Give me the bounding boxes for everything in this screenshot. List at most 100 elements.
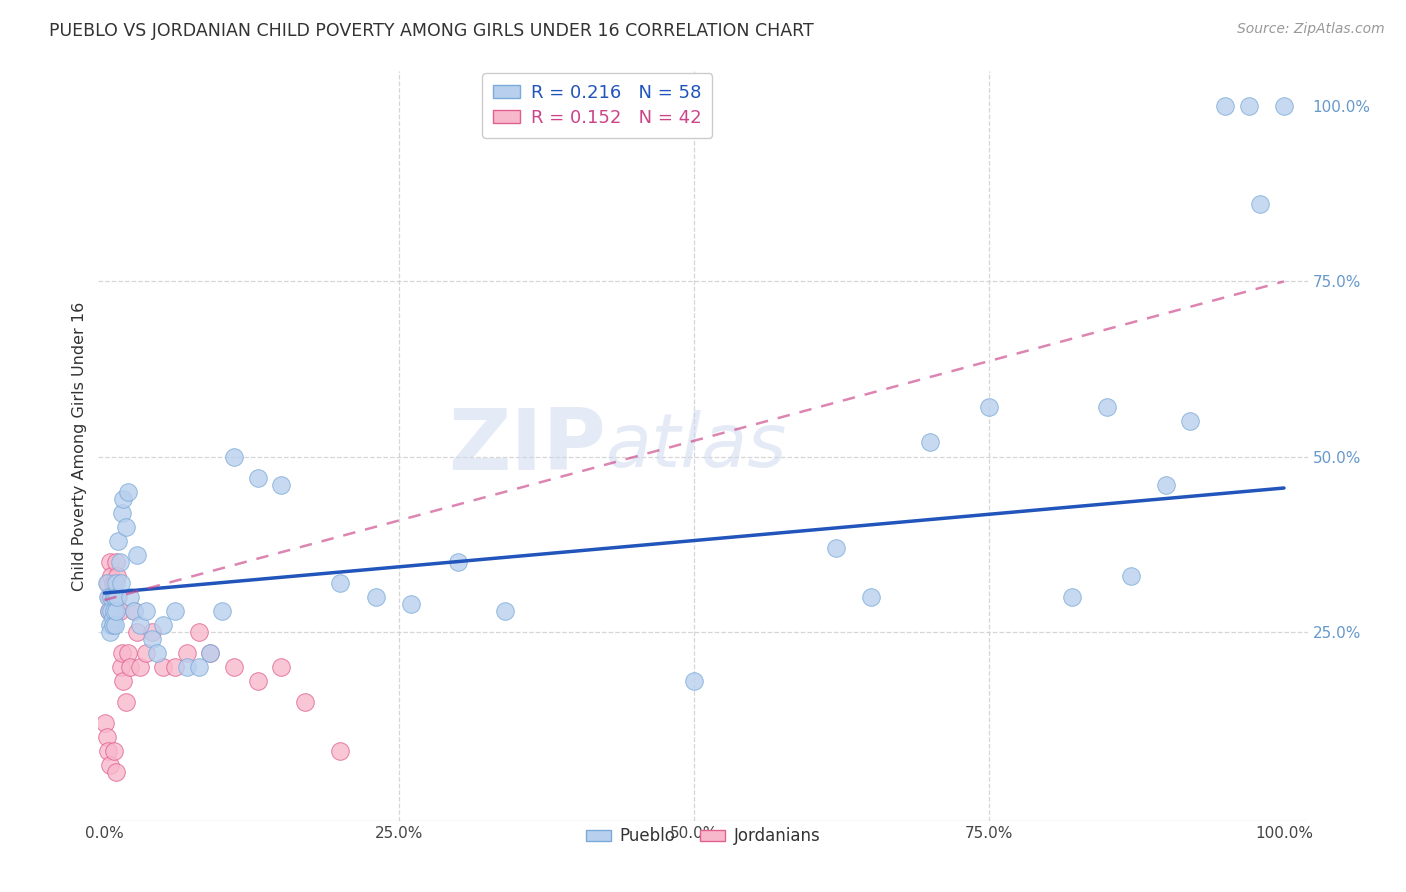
Pueblo — [128, 617, 150, 632]
Jordanians — [135, 646, 157, 660]
Pueblo — [103, 590, 125, 604]
Pueblo — [120, 590, 142, 604]
Jordanians — [100, 590, 122, 604]
Pueblo — [1213, 99, 1236, 113]
Text: PUEBLO VS JORDANIAN CHILD POVERTY AMONG GIRLS UNDER 16 CORRELATION CHART: PUEBLO VS JORDANIAN CHILD POVERTY AMONG … — [49, 22, 814, 40]
Pueblo — [187, 659, 209, 673]
Jordanians — [104, 590, 127, 604]
Jordanians — [100, 568, 122, 582]
Pueblo — [135, 603, 157, 617]
Pueblo — [1272, 99, 1295, 113]
Pueblo — [112, 491, 135, 506]
Jordanians — [108, 603, 131, 617]
Pueblo — [108, 555, 131, 569]
Pueblo — [176, 659, 198, 673]
Jordanians — [98, 603, 121, 617]
Text: atlas: atlas — [606, 410, 787, 482]
Pueblo — [1119, 568, 1142, 582]
Pueblo — [1060, 590, 1083, 604]
Jordanians — [120, 659, 142, 673]
Jordanians — [96, 730, 118, 744]
Jordanians — [187, 624, 209, 639]
Pueblo — [165, 603, 187, 617]
Pueblo — [1095, 401, 1118, 415]
Pueblo — [200, 646, 222, 660]
Pueblo — [98, 603, 121, 617]
Pueblo — [100, 603, 122, 617]
Jordanians — [101, 603, 124, 617]
Pueblo — [96, 575, 118, 590]
Jordanians — [105, 555, 128, 569]
Pueblo — [98, 617, 121, 632]
Legend: Pueblo, Jordanians: Pueblo, Jordanians — [578, 819, 828, 854]
Pueblo — [105, 603, 128, 617]
Pueblo — [399, 597, 422, 611]
Jordanians — [98, 757, 121, 772]
Pueblo — [246, 470, 269, 484]
Pueblo — [1237, 99, 1260, 113]
Jordanians — [114, 695, 136, 709]
Jordanians — [270, 659, 292, 673]
Pueblo — [329, 575, 352, 590]
Pueblo — [152, 617, 174, 632]
Jordanians — [222, 659, 245, 673]
Pueblo — [101, 617, 124, 632]
Pueblo — [103, 603, 125, 617]
Pueblo — [860, 590, 883, 604]
Pueblo — [117, 484, 139, 499]
Jordanians — [165, 659, 187, 673]
Jordanians — [105, 764, 128, 779]
Pueblo — [127, 548, 149, 562]
Pueblo — [110, 575, 132, 590]
Jordanians — [101, 575, 124, 590]
Pueblo — [977, 401, 1000, 415]
Pueblo — [122, 603, 145, 617]
Jordanians — [246, 673, 269, 688]
Pueblo — [270, 477, 292, 491]
Jordanians — [103, 743, 125, 757]
Text: ZIP: ZIP — [449, 404, 606, 488]
Jordanians — [141, 624, 163, 639]
Text: Source: ZipAtlas.com: Source: ZipAtlas.com — [1237, 22, 1385, 37]
Jordanians — [98, 555, 121, 569]
Pueblo — [364, 590, 387, 604]
Pueblo — [105, 575, 128, 590]
Jordanians — [98, 590, 121, 604]
Jordanians — [122, 603, 145, 617]
Pueblo — [98, 624, 121, 639]
Pueblo — [447, 555, 470, 569]
Jordanians — [104, 603, 127, 617]
Pueblo — [105, 590, 128, 604]
Jordanians — [152, 659, 174, 673]
Pueblo — [104, 617, 127, 632]
Y-axis label: Child Poverty Among Girls Under 16: Child Poverty Among Girls Under 16 — [72, 301, 87, 591]
Jordanians — [329, 743, 352, 757]
Jordanians — [107, 590, 129, 604]
Pueblo — [111, 506, 134, 520]
Jordanians — [103, 575, 125, 590]
Jordanians — [112, 673, 135, 688]
Jordanians — [105, 568, 128, 582]
Jordanians — [128, 659, 150, 673]
Pueblo — [494, 603, 516, 617]
Pueblo — [104, 590, 127, 604]
Pueblo — [107, 533, 129, 548]
Pueblo — [1249, 197, 1271, 211]
Pueblo — [920, 435, 942, 450]
Jordanians — [97, 743, 120, 757]
Pueblo — [824, 541, 846, 555]
Jordanians — [110, 659, 132, 673]
Jordanians — [127, 624, 149, 639]
Pueblo — [211, 603, 233, 617]
Pueblo — [1178, 415, 1201, 429]
Pueblo — [146, 646, 169, 660]
Jordanians — [200, 646, 222, 660]
Pueblo — [683, 673, 706, 688]
Pueblo — [97, 590, 120, 604]
Jordanians — [294, 695, 316, 709]
Pueblo — [1154, 477, 1177, 491]
Jordanians — [117, 646, 139, 660]
Jordanians — [111, 646, 134, 660]
Pueblo — [101, 610, 124, 624]
Pueblo — [100, 590, 122, 604]
